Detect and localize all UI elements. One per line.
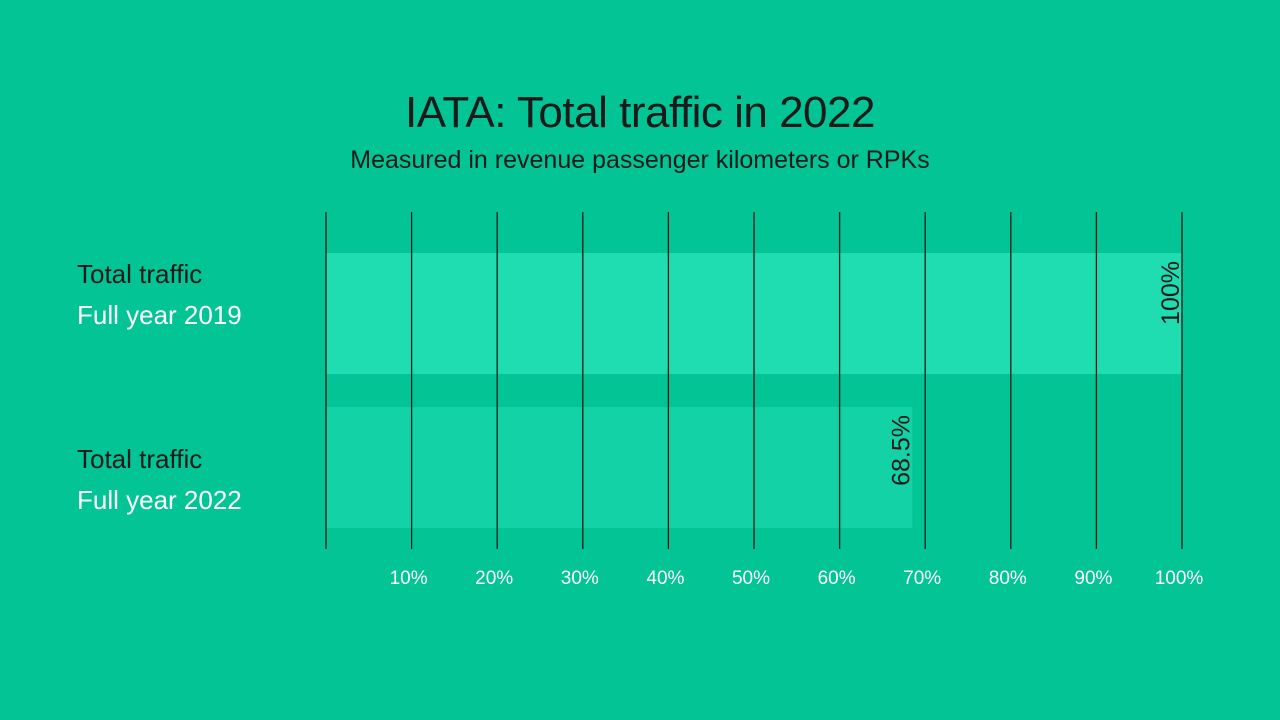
value-label-0: 100% [1157,261,1185,325]
x-tick-label-0: 10% [390,568,428,589]
x-tick-label-8: 90% [1074,568,1112,589]
x-tick-label-3: 40% [646,568,684,589]
value-label-1: 68.5% [887,415,915,486]
x-tick-label-4: 50% [732,568,770,589]
x-tick-label-9: 100% [1155,568,1204,589]
row-label-2019: Total traffic Full year 2019 [77,254,242,336]
row-label-2022-line1: Total traffic [77,444,203,474]
bar-1 [326,407,913,528]
row-label-2022: Total traffic Full year 2022 [77,439,242,521]
x-tick-label-5: 60% [818,568,856,589]
x-tick-label-2: 30% [561,568,599,589]
x-tick-label-7: 80% [989,568,1027,589]
x-tick-label-6: 70% [903,568,941,589]
row-label-2022-line2: Full year 2022 [77,485,242,515]
x-tick-label-1: 20% [475,568,513,589]
row-label-2019-line1: Total traffic [77,259,203,289]
chart-title: IATA: Total traffic in 2022 [405,88,875,137]
row-label-2019-line2: Full year 2019 [77,300,242,330]
chart-subtitle: Measured in revenue passenger kilometers… [350,146,930,174]
